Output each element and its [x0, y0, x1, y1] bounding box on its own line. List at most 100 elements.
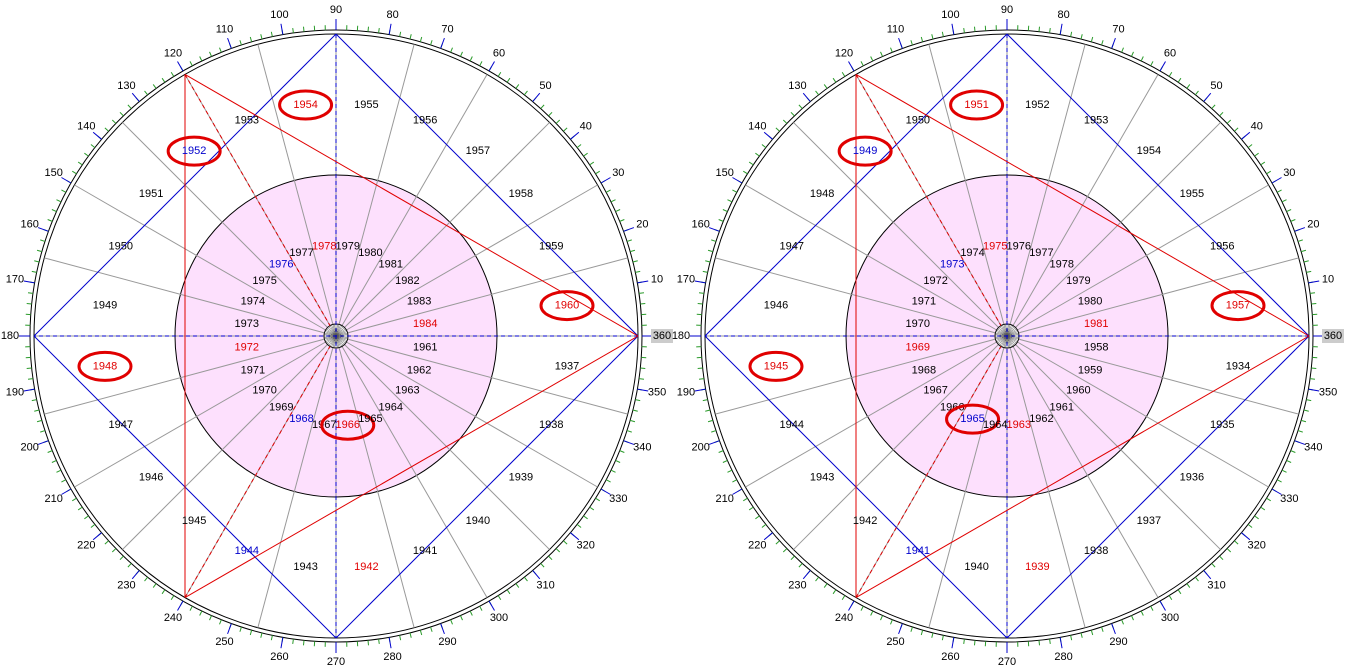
degree-highlight — [1322, 329, 1344, 343]
square-edge — [1006, 335, 1310, 639]
highlight-ellipse — [945, 403, 1001, 435]
year-label: 1950 — [906, 115, 930, 127]
minor-tick — [963, 27, 965, 34]
minor-tick — [409, 632, 412, 638]
degree-tick — [532, 570, 541, 580]
degree-label: 280 — [383, 651, 401, 663]
minor-tick — [111, 548, 117, 553]
minor-tick — [823, 583, 828, 588]
minor-tick — [761, 523, 767, 528]
year-label: 1940 — [964, 561, 988, 573]
year-label: 1949 — [93, 299, 117, 311]
minor-tick — [870, 56, 874, 62]
minor-tick — [378, 638, 380, 645]
year-label: 1958 — [1084, 342, 1108, 354]
minor-tick — [219, 47, 222, 53]
minor-tick — [748, 161, 754, 166]
degree-tick — [280, 637, 284, 649]
hub-ray — [1006, 335, 1015, 346]
minor-tick — [523, 576, 528, 582]
hub-ray — [1006, 335, 1019, 341]
year-label: 1958 — [509, 188, 533, 200]
minor-tick — [798, 563, 803, 568]
hub-ray — [335, 331, 348, 337]
spoke — [347, 338, 628, 415]
year-label: 1941 — [906, 545, 930, 557]
year-label: 1983 — [407, 295, 431, 307]
minor-tick — [1219, 111, 1224, 117]
year-label: 1949 — [853, 145, 877, 157]
degree-label: 250 — [886, 636, 904, 648]
degree-label: 240 — [164, 612, 182, 624]
minor-tick — [563, 127, 568, 132]
degree-tick — [1294, 440, 1306, 445]
degree-tick — [570, 131, 580, 140]
wheel: 360 10 20 30 40 50 60 70 80 90 100 110 120 130 140 150 1… — [1, 4, 673, 666]
spoke — [257, 347, 334, 628]
minor-tick — [1281, 199, 1287, 203]
year-label: 1937 — [1137, 515, 1161, 527]
minor-tick — [698, 378, 705, 380]
minor-tick — [630, 249, 636, 253]
minor-tick — [563, 540, 568, 545]
year-label: 1972 — [923, 275, 947, 287]
year-label: 1969 — [906, 342, 930, 354]
hub-ray — [331, 324, 337, 337]
hub-ray — [327, 335, 337, 345]
hub-ray — [1002, 324, 1008, 337]
minor-tick — [1211, 104, 1216, 109]
hub-ray — [335, 328, 346, 337]
year-label: 1971 — [241, 364, 265, 376]
spoke — [715, 338, 996, 415]
minor-tick — [260, 632, 263, 638]
hub-ray — [335, 324, 341, 337]
minor-tick — [1266, 170, 1272, 175]
degree-label: 20 — [636, 218, 648, 230]
degree-tick — [1241, 532, 1251, 541]
minor-tick — [249, 36, 253, 42]
minor-tick — [104, 127, 109, 132]
degree-label: 130 — [117, 80, 135, 92]
year-label: 1950 — [108, 241, 132, 253]
minor-tick — [1049, 27, 1051, 34]
year-label: 1973 — [940, 259, 964, 271]
minor-tick — [47, 219, 53, 222]
year-label: 1976 — [269, 259, 293, 271]
hub-ray — [997, 328, 1008, 337]
minor-tick — [209, 615, 212, 621]
minor-tick — [239, 40, 242, 46]
minor-tick — [27, 378, 34, 380]
minor-tick — [742, 170, 748, 175]
degree-tick — [637, 388, 649, 392]
triangle-median — [855, 346, 1002, 598]
minor-tick — [1303, 409, 1309, 412]
year-label: 1941 — [413, 545, 437, 557]
minor-tick — [748, 506, 754, 511]
minor-tick — [707, 249, 713, 253]
hub-ray — [996, 329, 1008, 337]
minor-tick — [479, 61, 483, 67]
degree-label: 330 — [1280, 493, 1298, 505]
spoke — [74, 184, 326, 331]
minor-tick — [632, 260, 638, 263]
hub-ray — [1006, 335, 1011, 348]
minor-tick — [1140, 56, 1144, 62]
degree-tick — [1111, 37, 1116, 49]
hub-ray — [1006, 335, 1019, 340]
minor-tick — [638, 378, 645, 380]
degree-tick — [61, 488, 72, 495]
minor-tick — [469, 56, 473, 62]
hub-ray — [335, 335, 348, 338]
square-edge — [1006, 33, 1310, 337]
minor-tick — [409, 34, 412, 40]
minor-tick — [1254, 515, 1259, 520]
minor-tick — [1211, 563, 1216, 568]
year-label: 1980 — [358, 247, 382, 259]
minor-tick — [430, 626, 433, 632]
degree-label: 180 — [1, 330, 19, 342]
hub-ray — [1006, 331, 1019, 337]
degree-label: 270 — [327, 656, 345, 666]
year-label: 1957 — [1226, 299, 1250, 311]
degree-label: 50 — [1210, 80, 1222, 92]
year-label: 1979 — [336, 241, 360, 253]
